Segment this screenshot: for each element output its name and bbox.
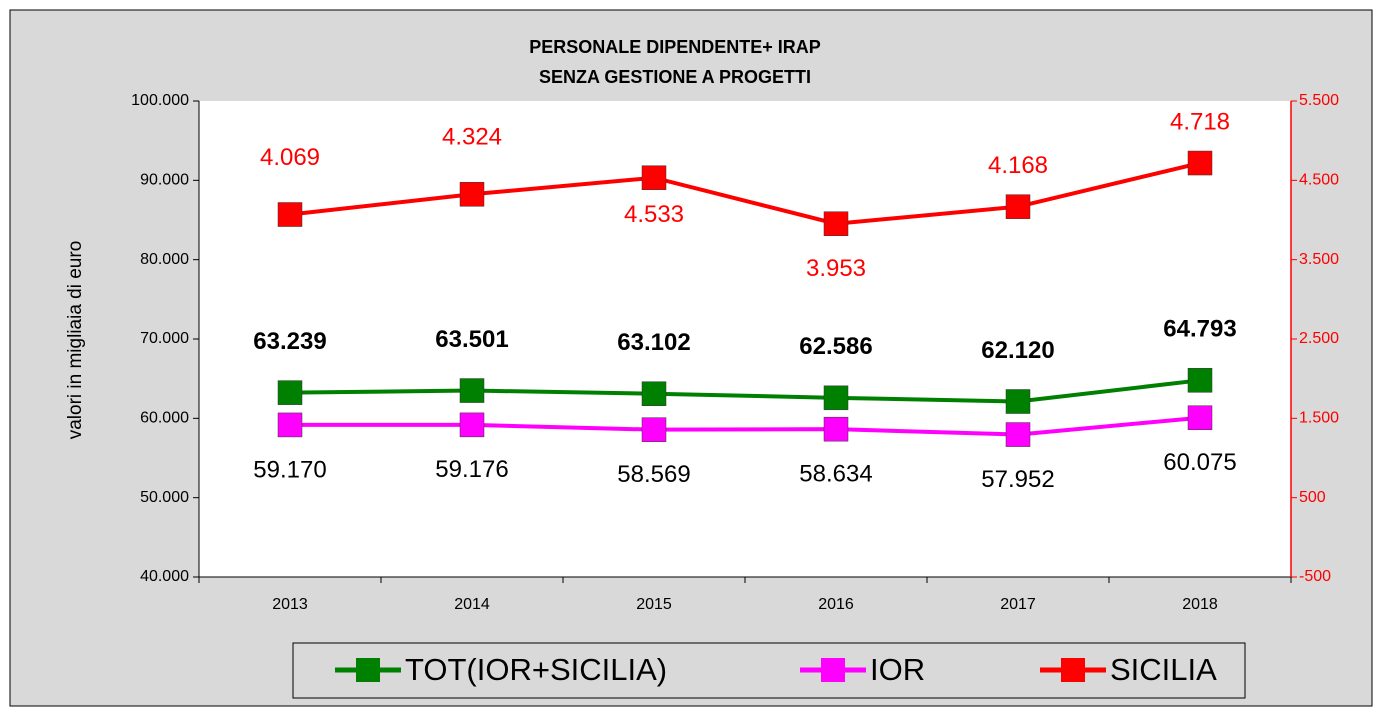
y2-tick-label: 3.500 bbox=[1299, 251, 1339, 268]
data-label: 4.718 bbox=[1170, 108, 1230, 135]
marker bbox=[277, 412, 303, 438]
marker bbox=[1187, 368, 1213, 393]
y-tick-label: 80.000 bbox=[140, 251, 189, 268]
y2-tick-label: 1.500 bbox=[1299, 410, 1339, 427]
marker bbox=[823, 211, 849, 236]
y-tick-label: 90.000 bbox=[140, 172, 189, 189]
y-tick-label: 70.000 bbox=[140, 330, 189, 347]
data-label: 63.501 bbox=[435, 326, 508, 353]
series-line bbox=[289, 161, 1201, 226]
data-label: 57.952 bbox=[981, 466, 1054, 493]
data-label: 59.170 bbox=[253, 456, 326, 483]
data-label: 63.102 bbox=[617, 329, 690, 356]
y-tick-label: 40.000 bbox=[140, 568, 189, 585]
marker bbox=[823, 416, 849, 442]
x-tick-label: 2013 bbox=[272, 596, 308, 613]
data-label: 60.075 bbox=[1163, 449, 1236, 476]
series-line bbox=[289, 415, 1201, 437]
marker bbox=[641, 417, 667, 442]
y-axis-label: valori in migliaia di euro bbox=[65, 241, 86, 440]
data-label: 64.793 bbox=[1163, 316, 1236, 343]
data-label: 4.069 bbox=[260, 144, 320, 171]
data-label: 58.569 bbox=[617, 461, 690, 488]
legend-label: IOR bbox=[870, 652, 925, 687]
marker bbox=[1187, 405, 1213, 430]
chart-subtitle: SENZA GESTIONE A PROGETTI bbox=[539, 67, 811, 87]
data-label: 4.168 bbox=[988, 152, 1048, 179]
data-label: 62.586 bbox=[799, 333, 872, 360]
plot-area bbox=[199, 101, 1291, 577]
x-tick-label: 2017 bbox=[1000, 596, 1036, 613]
y2-tick-label: 500 bbox=[1299, 489, 1326, 506]
y-tick-label: 60.000 bbox=[140, 410, 189, 427]
marker bbox=[459, 378, 485, 403]
data-label: 59.176 bbox=[435, 456, 508, 483]
series-line bbox=[289, 378, 1201, 404]
legend-label: SICILIA bbox=[1110, 652, 1217, 687]
marker bbox=[1187, 150, 1213, 176]
data-label: 3.953 bbox=[806, 255, 866, 282]
chart-title: PERSONALE DIPENDENTE+ IRAP bbox=[529, 37, 821, 57]
data-label: 58.634 bbox=[799, 461, 872, 488]
legend-marker bbox=[1061, 658, 1085, 682]
legend-marker bbox=[821, 658, 845, 682]
marker bbox=[1005, 194, 1031, 219]
y-tick-label: 100.000 bbox=[131, 92, 189, 109]
data-label: 62.120 bbox=[981, 337, 1054, 364]
marker bbox=[1005, 389, 1031, 414]
marker bbox=[277, 380, 303, 405]
legend-label: TOT(IOR+SICILIA) bbox=[405, 652, 667, 687]
marker bbox=[459, 182, 485, 207]
data-label: 63.239 bbox=[253, 328, 326, 355]
y2-tick-label: -500 bbox=[1299, 568, 1331, 585]
marker bbox=[459, 412, 485, 438]
y-tick-label: 50.000 bbox=[140, 489, 189, 506]
marker bbox=[641, 381, 667, 406]
legend-marker bbox=[356, 658, 380, 682]
y2-tick-label: 5.500 bbox=[1299, 92, 1339, 109]
data-label: 4.324 bbox=[442, 124, 502, 151]
marker bbox=[823, 385, 849, 411]
x-tick-label: 2016 bbox=[818, 596, 854, 613]
y2-tick-label: 2.500 bbox=[1299, 330, 1339, 347]
x-tick-label: 2018 bbox=[1182, 596, 1218, 613]
marker bbox=[641, 165, 667, 190]
marker bbox=[1005, 422, 1031, 447]
y2-tick-label: 4.500 bbox=[1299, 172, 1339, 189]
x-tick-label: 2014 bbox=[454, 596, 490, 613]
marker bbox=[277, 202, 303, 227]
data-label: 4.533 bbox=[624, 201, 684, 228]
x-tick-label: 2015 bbox=[636, 596, 672, 613]
